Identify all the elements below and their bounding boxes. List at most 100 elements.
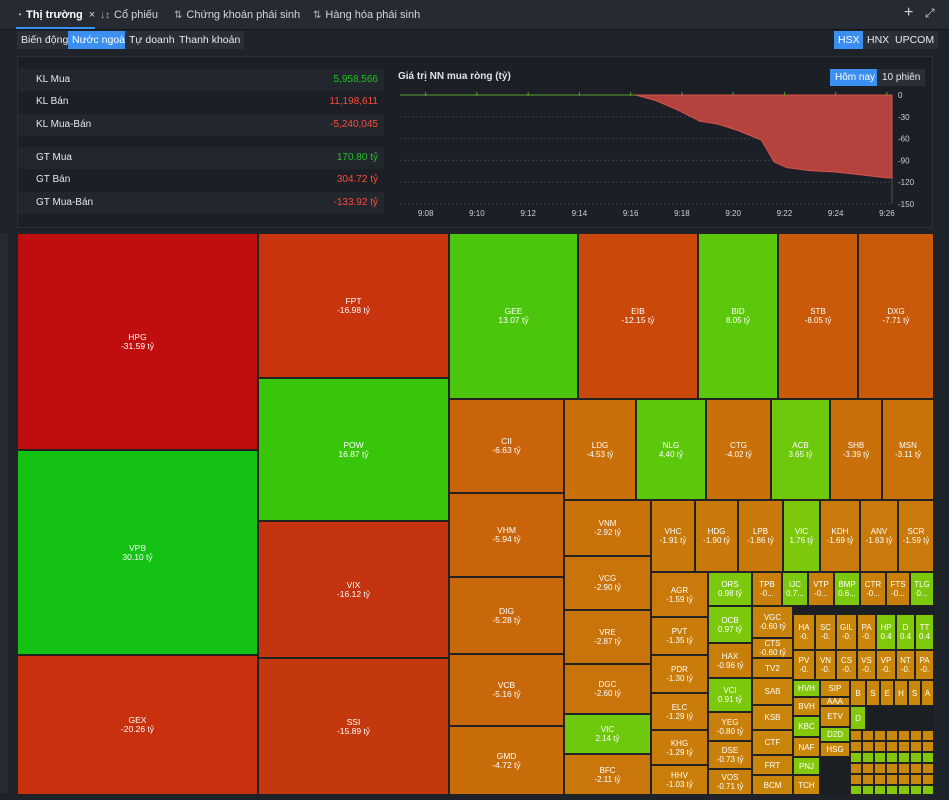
treemap-cell-small[interactable] (874, 774, 886, 785)
treemap-cell-etv[interactable]: ETV (820, 706, 850, 727)
treemap-cell-small[interactable] (922, 741, 934, 752)
treemap-cell-small[interactable] (898, 741, 910, 752)
treemap-cell-hp[interactable]: HP 0.4 (876, 614, 896, 650)
treemap-cell-small[interactable] (874, 741, 886, 752)
treemap-cell-bcm[interactable]: BCM (752, 775, 793, 795)
treemap-cell-small[interactable] (862, 752, 874, 763)
treemap-cell-kdh[interactable]: KDH -1.69 tỷ (820, 500, 860, 572)
treemap-cell-naf[interactable]: NAF (793, 737, 820, 757)
treemap-cell-d2d[interactable]: D2D (820, 727, 850, 742)
treemap-cell-cs[interactable]: CS -0. (836, 650, 857, 680)
treemap-cell-gil[interactable]: GIL -0. (836, 614, 857, 650)
treemap-cell-pow[interactable]: POW 16.87 tỷ (258, 378, 449, 521)
treemap-cell-small[interactable] (922, 730, 934, 741)
treemap-cell-dse[interactable]: DSE -0.73 tỷ (708, 741, 752, 769)
treemap-cell-pvt[interactable]: PVT -1.35 tỷ (651, 617, 708, 655)
treemap-cell-bid[interactable]: BID 8.05 tỷ (698, 233, 778, 399)
treemap-cell-cii[interactable]: CII -6.63 tỷ (449, 399, 564, 493)
treemap-cell-yeg[interactable]: YEG -0.80 tỷ (708, 712, 752, 741)
treemap-cell-small[interactable] (898, 785, 910, 795)
treemap-cell-small[interactable] (850, 752, 862, 763)
treemap-cell-nlg[interactable]: NLG 4.40 tỷ (636, 399, 706, 500)
treemap-cell-hhv[interactable]: HHV -1.03 tỷ (651, 765, 708, 795)
treemap-cell-small[interactable] (898, 730, 910, 741)
treemap-cell-cts[interactable]: CTS -0.60 tỷ (752, 638, 793, 658)
treemap-cell-tv2[interactable]: TV2 (752, 658, 793, 678)
treemap-cell-vs[interactable]: VS -0. (857, 650, 876, 680)
treemap-cell-hsg[interactable]: HSG (820, 742, 850, 757)
treemap-cell-small[interactable] (910, 785, 922, 795)
treemap-cell-stb[interactable]: STB -8.05 tỷ (778, 233, 858, 399)
treemap-cell-hvh[interactable]: HVH (793, 680, 820, 697)
treemap-cell-small[interactable] (874, 763, 886, 774)
treemap-cell-pa[interactable]: PA -0. (857, 614, 876, 650)
treemap-cell-small[interactable] (898, 752, 910, 763)
period-today-button[interactable]: Hôm nay (830, 69, 881, 86)
treemap-cell-fts[interactable]: FTS -0... (886, 572, 910, 606)
treemap-cell-gee[interactable]: GEE 13.07 tỷ (449, 233, 578, 399)
treemap-cell-pa[interactable]: PA -0. (915, 650, 934, 680)
treemap-cell-acb[interactable]: ACB 3.65 tỷ (771, 399, 830, 500)
treemap-cell-bvh[interactable]: BVH (793, 697, 820, 716)
treemap-cell-ocb[interactable]: OCB 0.97 tỷ (708, 606, 752, 643)
treemap-cell-small[interactable] (910, 774, 922, 785)
treemap-cell-small[interactable] (862, 730, 874, 741)
period-10-sessions-button[interactable]: 10 phiên (877, 69, 926, 86)
treemap-cell-vhm[interactable]: VHM -5.94 tỷ (449, 493, 564, 577)
treemap-cell-tt[interactable]: TT 0.4 (915, 614, 934, 650)
treemap-cell-agr[interactable]: AGR -1.59 tỷ (651, 572, 708, 617)
treemap-cell-small[interactable] (886, 774, 898, 785)
treemap-cell-small[interactable] (874, 785, 886, 795)
treemap-cell-anv[interactable]: ANV -1.63 tỷ (860, 500, 898, 572)
treemap-cell-ctg[interactable]: CTG -4.02 tỷ (706, 399, 771, 500)
treemap-cell-small[interactable] (886, 763, 898, 774)
exchange-upcom[interactable]: UPCOM (891, 31, 939, 49)
treemap-cell-ksb[interactable]: KSB (752, 705, 793, 730)
treemap-cell-small[interactable] (922, 785, 934, 795)
treemap-cell-ssi[interactable]: SSI -15.89 tỷ (258, 658, 449, 795)
expand-icon[interactable]: ⤢ (925, 6, 935, 20)
treemap-cell-hdg[interactable]: HDG -1.90 tỷ (695, 500, 738, 572)
treemap-cell-s[interactable]: S (908, 680, 921, 706)
treemap-cell-vre[interactable]: VRE -2.87 tỷ (564, 610, 651, 664)
treemap-cell-eib[interactable]: EIB -12.15 tỷ (578, 233, 698, 399)
tab-co-phieu[interactable]: ↓↕ Cổ phiếu (100, 0, 158, 30)
treemap-cell-sab[interactable]: SAB (752, 678, 793, 705)
treemap-cell-lpb[interactable]: LPB -1.86 tỷ (738, 500, 783, 572)
treemap-cell-small[interactable] (850, 785, 862, 795)
treemap-cell-small[interactable] (886, 741, 898, 752)
treemap-cell-hpg[interactable]: HPG -31.59 tỷ (17, 233, 258, 450)
close-icon[interactable]: × (88, 9, 96, 21)
treemap-cell-vci[interactable]: VCI 0.91 tỷ (708, 678, 752, 712)
treemap-cell-vos[interactable]: VOS -0.71 tỷ (708, 769, 752, 795)
treemap-cell-vnm[interactable]: VNM -2.92 tỷ (564, 500, 651, 556)
treemap-cell-sc[interactable]: SC -0. (815, 614, 836, 650)
treemap-cell-ctr[interactable]: CTR -0... (860, 572, 886, 606)
treemap-cell-kbc[interactable]: KBC (793, 716, 820, 737)
treemap-cell-aaa[interactable]: AAA (820, 697, 850, 706)
tab-thi-truong[interactable]: ◔ Thị trường × (16, 0, 96, 29)
subtab-tu-doanh[interactable]: Tự doanh (125, 31, 179, 49)
treemap-cell-small[interactable] (886, 730, 898, 741)
treemap-cell-vhc[interactable]: VHC -1.91 tỷ (651, 500, 695, 572)
treemap-cell-ha[interactable]: HA -0. (793, 614, 815, 650)
subtab-thanh-khoan[interactable]: Thanh khoản (175, 31, 245, 49)
treemap-cell-dig[interactable]: DIG -5.28 tỷ (449, 577, 564, 654)
treemap-cell-tch[interactable]: TCH (793, 775, 820, 795)
treemap-cell-vtp[interactable]: VTP -0... (808, 572, 834, 606)
exchange-hnx[interactable]: HNX (863, 31, 894, 49)
treemap-cell-a[interactable]: A (921, 680, 934, 706)
treemap-cell-dgc[interactable]: DGC -2.60 tỷ (564, 664, 651, 714)
treemap-cell-dxg[interactable]: DXG -7.71 tỷ (858, 233, 934, 399)
treemap-cell-vcb[interactable]: VCB -5.16 tỷ (449, 654, 564, 726)
treemap-cell-small[interactable] (922, 752, 934, 763)
treemap-cell-small[interactable] (850, 741, 862, 752)
treemap-cell-e[interactable]: E (880, 680, 894, 706)
treemap-cell-small[interactable] (898, 774, 910, 785)
treemap-cell-hax[interactable]: HAX -0.96 tỷ (708, 643, 752, 678)
treemap-cell-small[interactable] (862, 785, 874, 795)
treemap-cell-fpt[interactable]: FPT -16.98 tỷ (258, 233, 449, 378)
treemap-cell-bfc[interactable]: BFC -2.11 tỷ (564, 754, 651, 795)
treemap-cell-small[interactable] (886, 785, 898, 795)
treemap-cell-small[interactable] (862, 763, 874, 774)
